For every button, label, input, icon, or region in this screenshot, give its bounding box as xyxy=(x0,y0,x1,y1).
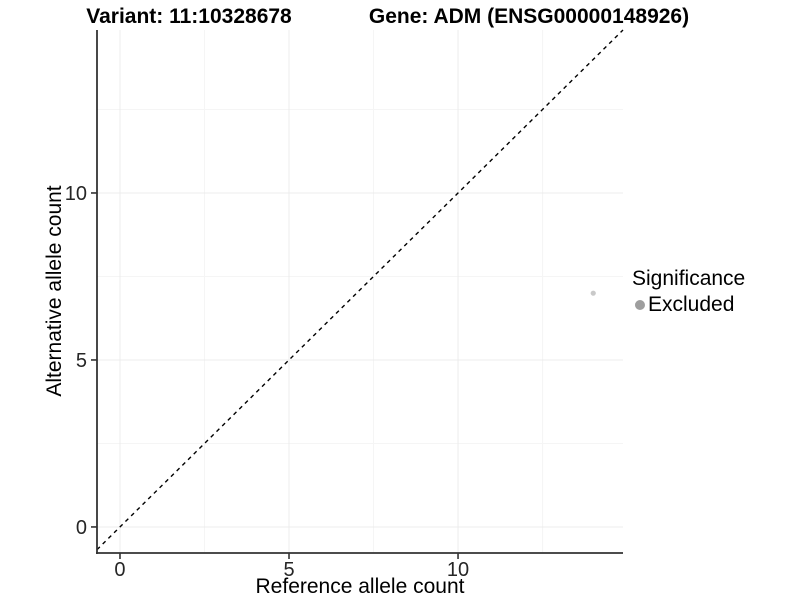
data-point xyxy=(590,290,596,296)
y-axis-title: Alternative allele count xyxy=(43,185,66,397)
x-tick-label: 10 xyxy=(447,559,469,581)
legend-key-dot-icon xyxy=(635,300,645,310)
y-tick-label: 10 xyxy=(65,183,87,205)
variant-title: Variant: 11:10328678 xyxy=(86,5,292,28)
y-tick-label: 0 xyxy=(76,517,87,539)
gene-title: Gene: ADM (ENSG00000148926) xyxy=(368,5,690,28)
x-axis-title: Reference allele count xyxy=(255,575,465,598)
identity-line xyxy=(96,29,624,551)
x-tick-label: 5 xyxy=(283,559,294,581)
legend-item-label: Excluded xyxy=(648,293,735,316)
legend-item-excluded: Excluded xyxy=(635,293,745,317)
legend: Significance Excluded xyxy=(632,267,745,317)
x-tick-label: 0 xyxy=(114,559,125,581)
y-tick-label: 5 xyxy=(76,350,87,372)
legend-title: Significance xyxy=(632,267,746,290)
